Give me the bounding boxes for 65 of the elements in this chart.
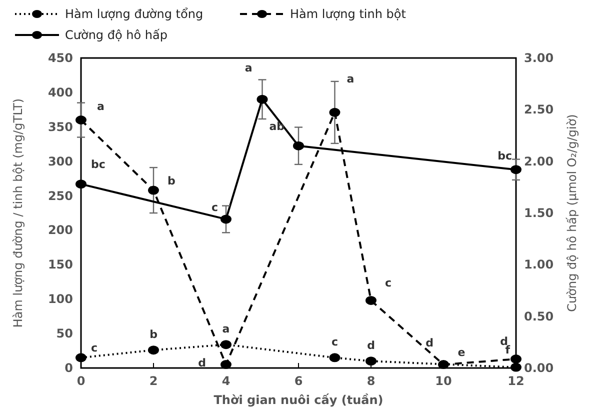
point: [329, 108, 340, 117]
point: [293, 141, 304, 150]
x-tick-label: 4: [222, 374, 230, 388]
annotation: a: [222, 322, 230, 336]
point: [329, 353, 340, 362]
annotation: d: [426, 336, 434, 350]
x-tick-label: 12: [508, 374, 524, 388]
point: [510, 362, 522, 372]
annotation: a: [244, 61, 252, 74]
annotation: e: [458, 346, 466, 359]
point: [510, 354, 522, 364]
annotation: c: [211, 201, 218, 214]
y2-tick-label: 2.00: [524, 154, 554, 168]
legend-label: Hàm lượng đường tổng: [65, 7, 204, 21]
point: [148, 346, 159, 355]
annotation: c: [331, 336, 338, 349]
point: [366, 296, 376, 305]
annotation: b: [150, 328, 158, 342]
y-tick-label: 50: [56, 326, 73, 341]
x-tick-label: 0: [76, 374, 86, 388]
point: [438, 360, 449, 370]
point: [510, 165, 522, 174]
annotation: a: [97, 100, 104, 113]
annotation: a: [346, 72, 354, 86]
y-tick-label: 450: [48, 51, 73, 65]
y-tick-label: 350: [48, 120, 73, 134]
y2-tick-label: 0.00: [524, 361, 554, 375]
y-tick-label: 150: [48, 258, 73, 272]
y-axis-title: Hàm lượng đường / tinh bột (mg/gTLT): [11, 98, 25, 328]
point: [76, 116, 86, 124]
y-tick-label: 200: [48, 223, 73, 238]
y2-tick-label: 2.50: [524, 102, 554, 117]
x-tick-label: 6: [294, 374, 303, 388]
annotation: b: [168, 174, 176, 188]
point: [366, 356, 376, 366]
point: [76, 353, 86, 362]
annotation: d: [367, 339, 375, 352]
y-tick-label: 250: [48, 188, 73, 203]
y-tick-label: 300: [48, 154, 73, 168]
annotation: bc: [91, 158, 106, 172]
y2-tick-label: 3.00: [524, 51, 554, 65]
y2-tick-label: 0.50: [524, 309, 554, 324]
point: [256, 94, 268, 104]
y-tick-label: 400: [48, 85, 73, 100]
legend-label: Hàm lượng tinh bột: [290, 7, 406, 21]
x-tick-label: 8: [366, 374, 376, 388]
legend-label: Cường độ hô hấp: [65, 28, 168, 42]
y2-axis-title: Cường độ hô hấp (µmol O₂/g/giờ): [565, 114, 579, 312]
annotation: d: [198, 356, 206, 370]
y2-tick-label: 1.50: [524, 206, 554, 220]
y-tick-label: 100: [48, 292, 73, 306]
point: [76, 180, 86, 189]
annotation: c: [385, 276, 392, 290]
point: [220, 214, 232, 224]
x-axis-title: Thời gian nuôi cấy (tuần): [214, 393, 384, 407]
y2-tick-label: 1.00: [524, 258, 554, 272]
y-tick-label: 0: [64, 361, 73, 375]
point: [220, 340, 232, 350]
point: [220, 360, 232, 370]
annotation: c: [91, 342, 98, 355]
annotation: ab: [269, 120, 285, 134]
annotation: bc: [498, 150, 512, 163]
x-tick-label: 2: [149, 374, 158, 388]
point: [148, 186, 159, 195]
x-tick-label: 10: [435, 374, 452, 388]
